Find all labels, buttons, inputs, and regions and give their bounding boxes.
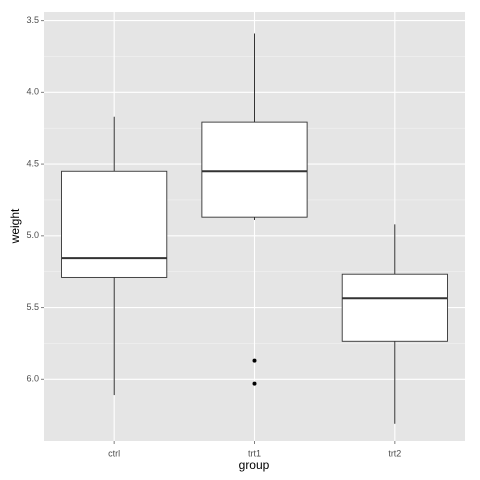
y-tick-label: 3.5 (26, 15, 39, 25)
box (201, 121, 308, 218)
box (341, 273, 448, 342)
box (61, 170, 168, 278)
y-tick-label: 4.0 (26, 87, 39, 97)
x-axis-title: group (239, 458, 270, 472)
x-tick-label: trt1 (248, 448, 261, 458)
y-tick-label: 5.5 (26, 302, 39, 312)
y-axis-title: weight (8, 208, 22, 244)
y-tick-label: 4.5 (26, 158, 39, 168)
x-tick-label: trt2 (388, 448, 401, 458)
y-tick-label: 6.0 (26, 374, 39, 384)
outlier (252, 358, 257, 363)
y-tick-label: 5.0 (26, 230, 39, 240)
x-tick-label: ctrl (108, 448, 120, 458)
outlier (252, 381, 257, 386)
